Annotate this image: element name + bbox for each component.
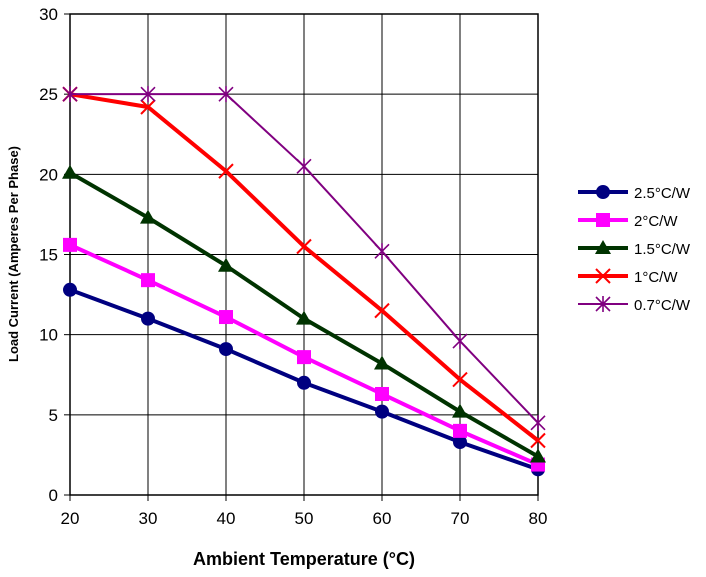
series-group [62,86,546,477]
data-point [296,158,312,175]
legend-item: 0.7°C/W [578,296,691,314]
data-point [375,404,389,419]
data-point [62,164,78,179]
legend-label: 1°C/W [634,269,678,286]
series-0.7°C/W [62,86,546,431]
data-point [375,386,389,401]
x-tick-label: 40 [217,509,236,528]
x-tick-label: 30 [139,509,158,528]
x-tick-label: 80 [529,509,548,528]
x-tick-label: 60 [373,509,392,528]
data-point [63,237,77,252]
x-tick-label: 70 [451,509,470,528]
data-point [218,86,234,103]
y-tick-label: 0 [49,486,58,505]
data-point [596,185,610,199]
data-point [296,310,312,325]
data-point [218,163,234,179]
data-point [374,355,390,370]
series-2°C/W [63,237,545,472]
legend-item: 2°C/W [578,213,678,230]
x-axis-title: Ambient Temperature (°C) [193,549,415,569]
y-tick-label: 10 [39,326,58,345]
y-tick-label: 25 [39,85,58,104]
legend-label: 2.5°C/W [634,185,691,202]
data-point [595,240,611,254]
data-point [596,213,610,227]
y-tick-label: 15 [39,246,58,265]
data-point [297,350,311,365]
data-point [63,282,77,297]
series-1.5°C/W [62,164,546,463]
y-axis-title: Load Current (Amperes Per Phase) [6,146,21,362]
legend-item: 1.5°C/W [578,240,691,258]
data-point [140,86,156,103]
y-tick-label: 5 [49,406,58,425]
data-point [452,333,468,350]
data-point [530,448,546,463]
y-axis: 0 5 10 15 20 25 30 [39,5,70,505]
legend-item: 2.5°C/W [578,185,691,202]
data-point [452,371,468,388]
data-point [374,243,390,260]
legend: 2.5°C/W 2°C/W 1.5°C/W 1°C/W 0.7°C/W [578,185,691,314]
y-tick-label: 20 [39,165,58,184]
data-point [296,238,312,255]
data-point [218,257,234,272]
y-tick-label: 30 [39,5,58,24]
data-point [219,310,233,325]
data-point [453,423,467,438]
data-point [140,209,156,224]
x-tick-label: 20 [61,509,80,528]
data-point [530,432,546,449]
data-point [595,296,611,312]
grid [69,13,539,496]
data-point [374,302,390,319]
data-point [452,403,468,418]
data-point [453,435,467,450]
data-point [297,375,311,390]
data-point [595,268,611,284]
data-point [219,342,233,357]
legend-label: 2°C/W [634,213,678,230]
legend-item: 1°C/W [578,268,678,286]
data-point [62,86,78,103]
data-point [140,99,156,115]
data-point [530,414,546,431]
data-point [141,311,155,326]
data-point [141,273,155,288]
x-tick-label: 50 [295,509,314,528]
x-axis: 20 30 40 50 60 70 80 [61,495,548,528]
legend-label: 1.5°C/W [634,241,691,258]
legend-label: 0.7°C/W [634,297,691,314]
